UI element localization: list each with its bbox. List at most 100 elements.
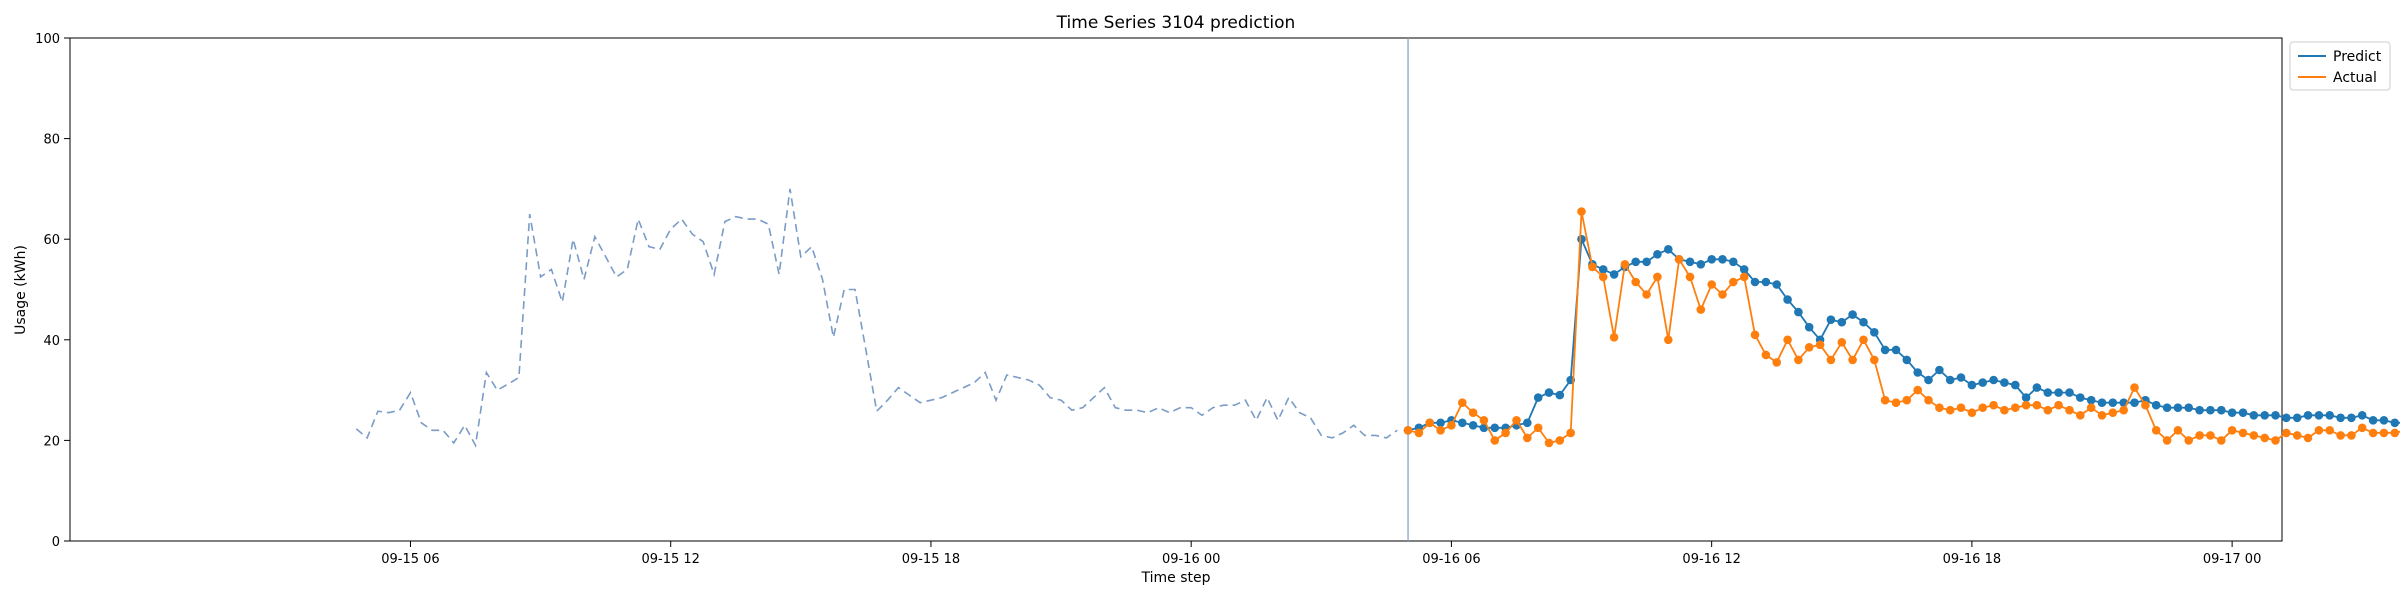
predict-point <box>2357 411 2367 420</box>
actual-point <box>2303 433 2313 443</box>
predict-point <box>2292 413 2302 423</box>
x-tick-label: 09-16 00 <box>1162 552 1220 567</box>
actual-point <box>1794 355 1803 365</box>
predict-point <box>1718 254 1727 264</box>
y-tick-label: 60 <box>43 233 60 248</box>
actual-point <box>1696 305 1706 314</box>
actual-point <box>2260 433 2269 443</box>
x-tick-label: 09-16 18 <box>1943 552 2001 567</box>
actual-point <box>2011 403 2020 413</box>
y-tick-label: 40 <box>43 334 60 349</box>
actual-point <box>1761 350 1771 360</box>
actual-point <box>1837 338 1847 347</box>
actual-point <box>1783 335 1792 345</box>
actual-point <box>1588 262 1597 272</box>
predict-point <box>2054 388 2063 397</box>
actual-point <box>2151 426 2161 435</box>
legend-actual-label: Actual <box>2333 70 2377 86</box>
y-tick-label: 80 <box>43 133 60 148</box>
actual-point <box>2119 405 2128 415</box>
actual-point <box>1425 418 1434 428</box>
actual-point <box>2043 405 2053 415</box>
actual-point <box>2206 431 2215 440</box>
history-series-line <box>355 188 1398 448</box>
predict-point <box>1826 315 1836 325</box>
predict-point <box>1772 280 1781 289</box>
actual-point <box>2108 408 2118 418</box>
predict-point <box>2065 388 2074 397</box>
x-tick-label: 09-15 18 <box>902 552 960 567</box>
predict-point <box>2238 408 2248 418</box>
actual-point <box>2379 428 2389 438</box>
actual-point <box>1523 433 1532 443</box>
predict-point <box>1935 365 1944 375</box>
predict-point <box>1544 388 1554 397</box>
actual-point <box>1674 254 1684 264</box>
predict-point <box>1837 317 1847 327</box>
actual-point <box>1664 335 1673 345</box>
predict-point <box>2151 400 2161 410</box>
actual-point <box>2217 436 2226 445</box>
x-axis-label: Time step <box>1141 570 1211 586</box>
actual-point <box>2000 405 2009 415</box>
predict-point <box>1848 310 1857 319</box>
x-axis-ticks: 09-15 06 09-15 12 09-15 18 09-16 00 09-16 06… <box>381 541 2261 567</box>
actual-point <box>1598 272 1608 282</box>
actual-point <box>1913 385 1922 395</box>
predict-point <box>2043 388 2053 397</box>
predict-point <box>2249 411 2259 420</box>
predict-point <box>1533 393 1543 402</box>
actual-point <box>1685 272 1695 282</box>
actual-point <box>1414 428 1424 438</box>
actual-point <box>1490 436 1500 445</box>
predict-point <box>1653 250 1662 259</box>
actual-point <box>1967 408 1977 418</box>
predict-point <box>2379 416 2389 425</box>
predict-point <box>2217 405 2226 415</box>
actual-point <box>1533 423 1543 433</box>
y-tick-label: 0 <box>52 535 60 550</box>
y-axis-label: Usage (kWh) <box>13 245 29 335</box>
predict-point <box>1978 378 1987 387</box>
actual-point <box>2065 405 2074 415</box>
predict-point <box>2195 405 2204 415</box>
x-tick-label: 09-16 12 <box>1682 552 1740 567</box>
predict-point <box>2303 411 2313 420</box>
predict-point <box>1609 270 1619 279</box>
predict-point <box>1555 390 1565 400</box>
predict-point <box>1750 277 1760 287</box>
y-tick-label: 20 <box>43 434 60 449</box>
actual-point <box>2368 428 2378 438</box>
actual-point <box>1848 355 1857 365</box>
actual-point <box>2347 431 2356 440</box>
actual-point <box>2314 426 2324 435</box>
predict-point <box>1967 380 1977 390</box>
predict-point <box>1664 245 1673 254</box>
y-axis-ticks: 0 20 40 60 80 100 <box>35 32 70 550</box>
actual-point <box>1989 400 1998 410</box>
predict-point <box>1794 307 1803 317</box>
predict-point <box>1913 368 1922 377</box>
actual-point <box>1653 272 1662 282</box>
actual-point <box>2227 426 2237 435</box>
predict-point <box>1891 345 1901 355</box>
actual-point <box>2173 426 2183 435</box>
actual-point <box>1642 290 1651 299</box>
actual-point <box>1859 335 1868 345</box>
predict-point <box>1631 257 1640 267</box>
predict-point <box>1859 317 1868 327</box>
actual-point <box>2086 403 2096 413</box>
actual-point <box>2054 400 2063 410</box>
x-tick-label: 09-16 06 <box>1422 552 1480 567</box>
actual-point <box>2357 423 2367 433</box>
actual-point <box>1447 421 1456 430</box>
actual-point <box>1870 355 1879 365</box>
predict-point <box>2260 411 2269 420</box>
predict-point <box>2000 378 2009 387</box>
predict-point <box>1804 322 1814 332</box>
actual-point <box>2390 428 2400 438</box>
actual-point <box>2097 411 2107 420</box>
actual-point <box>1436 426 1445 435</box>
predict-point <box>1783 295 1792 304</box>
actual-point <box>2021 400 2031 410</box>
